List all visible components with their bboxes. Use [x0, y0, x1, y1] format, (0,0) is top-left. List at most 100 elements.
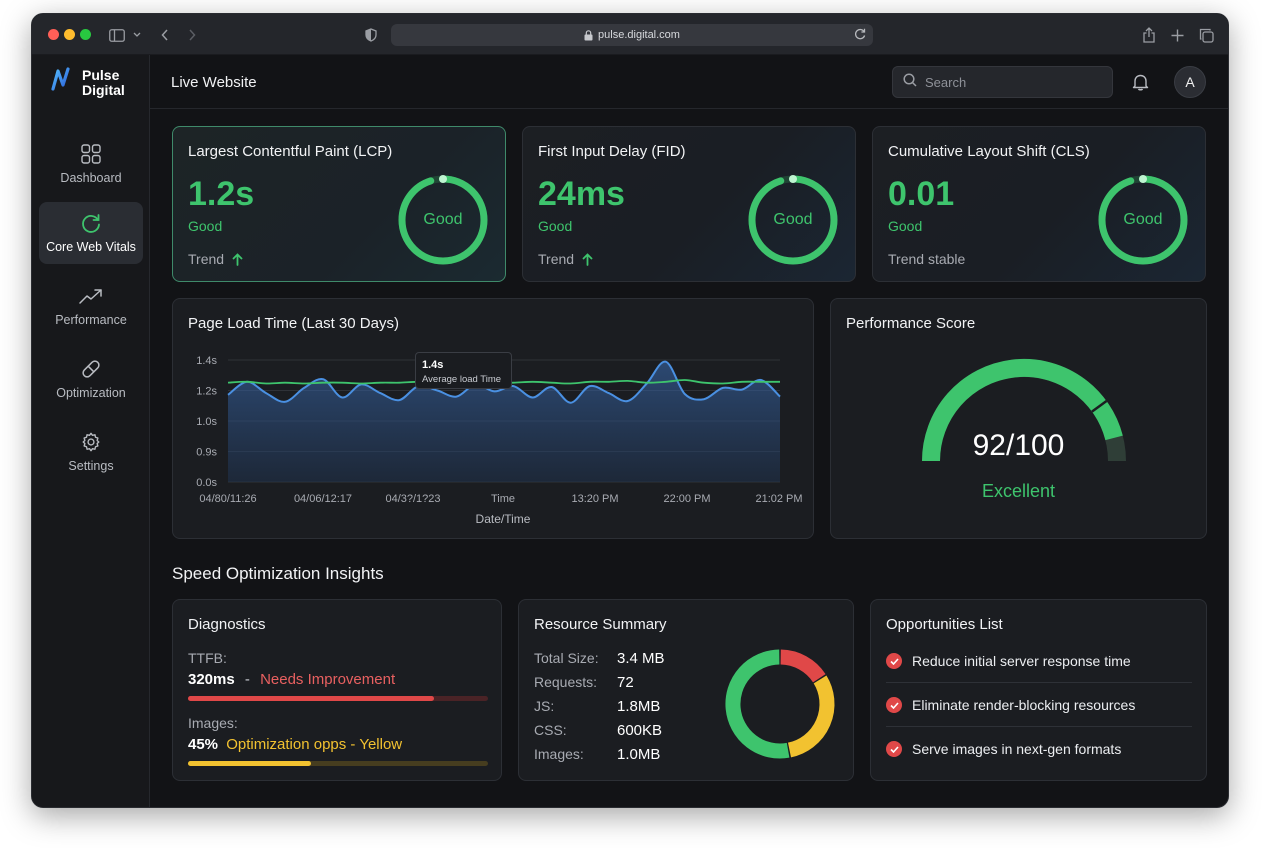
- donut-segment-yellow: [787, 675, 835, 758]
- ttfb-progress-fill: [188, 696, 434, 701]
- brand-logo[interactable]: Pulse Digital: [50, 67, 125, 98]
- vital-card-fid[interactable]: First Input Delay (FID) 24ms Good Trend …: [522, 126, 856, 282]
- page-load-chart[interactable]: 1.4s 1.2s 1.0s 0.9s 0.0s 04/80/11:26 04/06/12:…: [173, 299, 813, 538]
- images-value: 45%: [188, 736, 219, 753]
- vital-card-lcp[interactable]: Largest Contentful Paint (LCP) 1.2s Good…: [172, 126, 506, 282]
- resource-key: CSS:: [534, 722, 567, 738]
- y-tick-label: 1.4s: [196, 355, 217, 367]
- vital-status: Good: [888, 218, 923, 234]
- images-progress-bar: [188, 761, 488, 766]
- refresh-icon: [80, 212, 102, 234]
- resource-donut-chart: [725, 649, 835, 759]
- vital-status: Good: [538, 218, 573, 234]
- search-icon: [903, 72, 917, 92]
- sidebar-item-label: Dashboard: [60, 171, 122, 185]
- search-box[interactable]: [892, 66, 1113, 98]
- resource-value: 1.0MB: [617, 746, 661, 763]
- images-line: 45% Optimization opps - Yellow: [188, 736, 402, 753]
- vital-trend: Trend stable: [888, 251, 965, 267]
- opportunity-item[interactable]: Serve images in next-gen formats: [886, 727, 1192, 771]
- vital-trend-label: Trend: [188, 251, 225, 267]
- sidebar-item-label: Settings: [68, 459, 114, 473]
- avatar[interactable]: A: [1174, 66, 1206, 98]
- page-title: Live Website: [171, 74, 257, 91]
- opportunities-card: Opportunities List Reduce initial server…: [870, 599, 1207, 781]
- tab-overview-icon[interactable]: [1197, 26, 1215, 44]
- resource-title: Resource Summary: [534, 616, 667, 633]
- y-tick-label: 1.0s: [196, 416, 217, 428]
- ttfb-line: 320ms - Needs Improvement: [188, 671, 395, 688]
- diagnostics-card: Diagnostics TTFB: 320ms - Needs Improvem…: [172, 599, 502, 781]
- resource-value: 600KB: [617, 722, 663, 739]
- arrow-up-icon: [232, 252, 243, 266]
- tooltip-value: 1.4s: [422, 359, 444, 371]
- gear-icon: [80, 431, 102, 453]
- shield-icon[interactable]: [362, 26, 380, 44]
- search-input[interactable]: [925, 74, 1095, 90]
- resource-key: Images:: [534, 746, 584, 762]
- brand-name-line1: Pulse: [82, 66, 120, 83]
- arrow-up-icon: [582, 252, 593, 266]
- vital-trend: Trend: [538, 251, 593, 267]
- vital-ring-label: Good: [773, 211, 813, 228]
- resource-key: Requests:: [534, 674, 598, 690]
- chevron-down-icon[interactable]: [128, 26, 146, 44]
- resource-summary-card: Resource Summary Total Size: 3.4 MB Reque…: [518, 599, 854, 781]
- gauge-marker: [1091, 400, 1108, 413]
- opportunity-label: Serve images in next-gen formats: [912, 741, 1122, 757]
- share-icon[interactable]: [1140, 26, 1158, 44]
- sidebar-item-core-web-vitals[interactable]: Core Web Vitals: [39, 202, 143, 264]
- sidebar-toggle-icon[interactable]: [108, 26, 126, 44]
- x-axis-label: Date/Time: [476, 512, 531, 526]
- grid-icon: [81, 143, 101, 165]
- sidebar-item-performance[interactable]: Performance: [39, 275, 143, 337]
- opportunity-item[interactable]: Eliminate render-blocking resources: [886, 683, 1192, 727]
- y-tick-label: 0.9s: [196, 447, 217, 459]
- maximize-window-button[interactable]: [80, 29, 91, 40]
- opportunity-label: Eliminate render-blocking resources: [912, 697, 1136, 713]
- forward-icon[interactable]: [183, 26, 201, 44]
- divider: [886, 682, 1192, 683]
- load-time-area: [228, 361, 780, 482]
- donut-segment-green: [725, 649, 790, 759]
- resource-value: 1.8MB: [617, 698, 661, 715]
- opportunity-item[interactable]: Reduce initial server response time: [886, 639, 1192, 683]
- vital-value: 24ms: [538, 175, 625, 213]
- score-label: Excellent: [981, 481, 1056, 501]
- vital-trend: Trend: [188, 251, 243, 267]
- address-bar[interactable]: pulse.digital.com: [391, 24, 873, 46]
- check-icon: [886, 697, 902, 713]
- x-tick-label: 04/80/11:26: [199, 493, 256, 505]
- resource-row: Total Size: 3.4 MB: [534, 650, 665, 667]
- page-load-chart-card: Page Load Time (Last 30 Days) 1.4s 1.2s 1.…: [172, 298, 814, 539]
- sidebar: Pulse Digital Dashboard Core Web Vitals …: [32, 55, 150, 807]
- new-tab-icon[interactable]: [1168, 26, 1186, 44]
- brand-name-line2: Digital: [82, 81, 125, 98]
- vital-value: 0.01: [888, 175, 955, 213]
- sidebar-item-optimization[interactable]: Optimization: [39, 348, 143, 410]
- resource-row: CSS: 600KB: [534, 722, 662, 739]
- resource-row: Requests: 72: [534, 674, 634, 691]
- lock-icon: [584, 29, 593, 41]
- trend-up-icon: [79, 285, 103, 307]
- x-tick-label: 21:02 PM: [755, 493, 802, 505]
- x-tick-label: Time: [491, 493, 515, 505]
- reload-icon[interactable]: [853, 27, 867, 44]
- resource-key: Total Size:: [534, 650, 599, 666]
- ttfb-separator: -: [244, 671, 250, 688]
- resource-key: JS:: [534, 698, 555, 714]
- resource-row: JS: 1.8MB: [534, 698, 660, 715]
- vital-title: First Input Delay (FID): [538, 143, 686, 160]
- resource-value: 3.4 MB: [617, 650, 665, 667]
- sidebar-item-label: Optimization: [56, 386, 126, 400]
- sidebar-item-settings[interactable]: Settings: [39, 421, 143, 483]
- minimize-window-button[interactable]: [64, 29, 75, 40]
- vital-card-cls[interactable]: Cumulative Layout Shift (CLS) 0.01 Good …: [872, 126, 1206, 282]
- back-icon[interactable]: [156, 26, 174, 44]
- score-value: 92/100: [972, 429, 1065, 462]
- vital-ring: [1098, 175, 1188, 265]
- notification-bell-icon[interactable]: [1132, 73, 1149, 96]
- sidebar-item-dashboard[interactable]: Dashboard: [39, 133, 143, 195]
- close-window-button[interactable]: [48, 29, 59, 40]
- opportunities-title: Opportunities List: [886, 616, 1003, 633]
